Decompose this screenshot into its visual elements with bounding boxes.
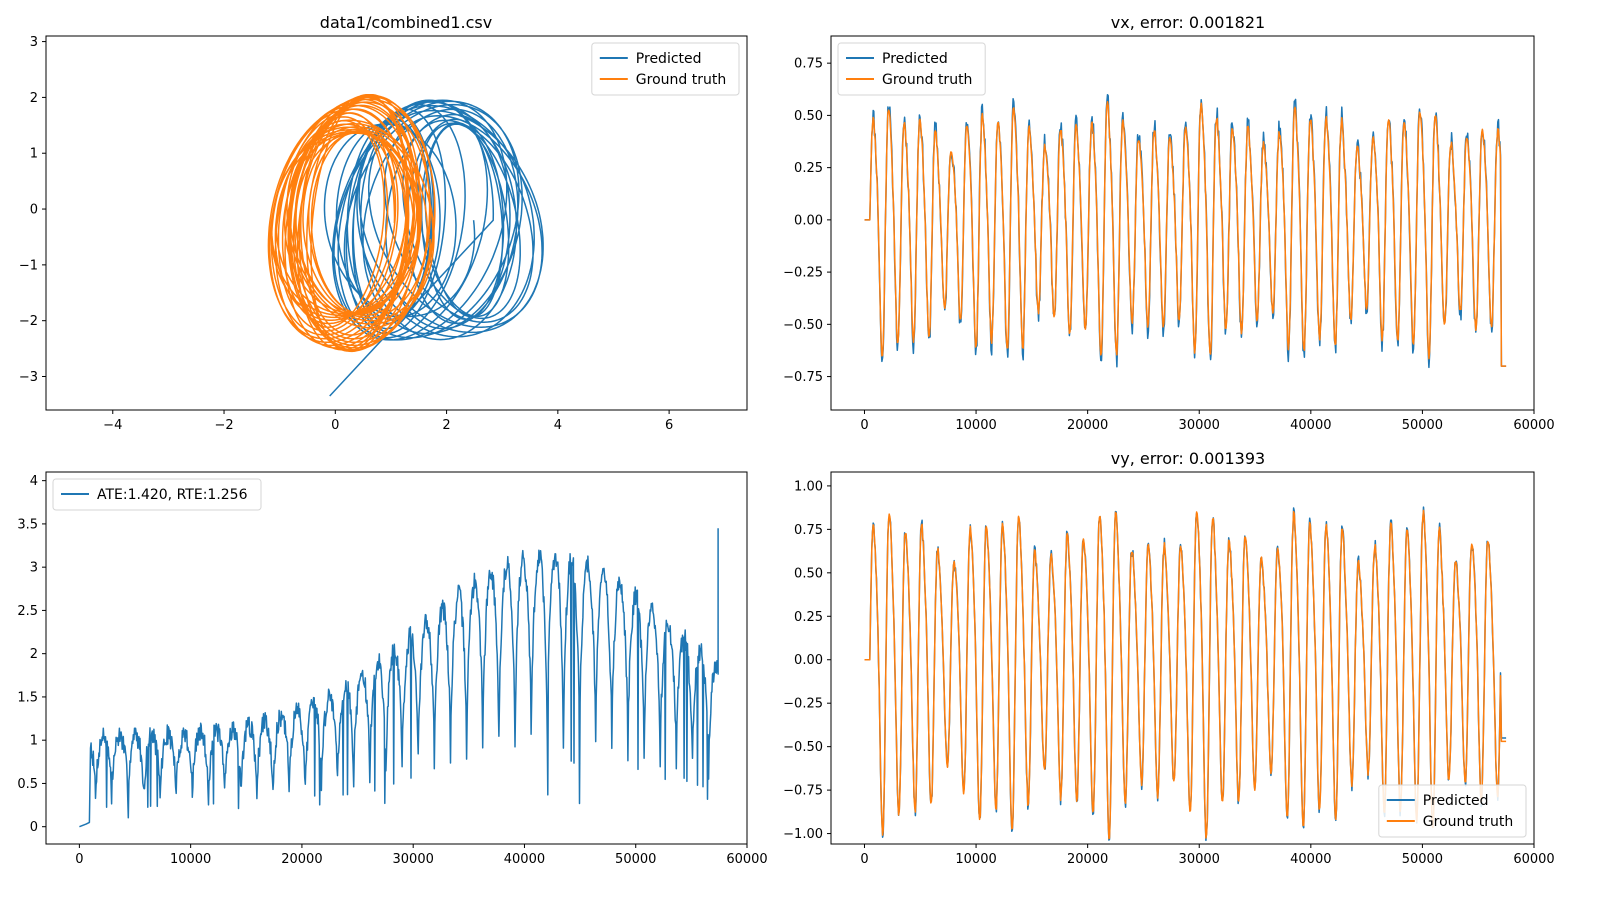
vx-xtick-label: 40000 (1290, 418, 1331, 433)
trajectory-xtick-label: 0 (331, 418, 339, 433)
trajectory-ytick-label: −3 (19, 370, 38, 385)
error-xtick-label: 10000 (170, 852, 211, 867)
vy-ytick-label: 0.25 (794, 610, 823, 625)
trajectory-xtick-label: −2 (214, 418, 233, 433)
error-ytick-label: 1.5 (17, 690, 38, 705)
trajectory-legend: Predicted Ground truth (591, 42, 740, 96)
error-ytick-label: 1 (30, 734, 38, 749)
vx-ytick-label: 0.25 (794, 161, 823, 176)
trajectory-ytick-label: −2 (19, 314, 38, 329)
vx-xtick-label: 10000 (955, 418, 996, 433)
vy-axes-frame (830, 471, 1535, 845)
vy-xtick-label: 10000 (955, 852, 996, 867)
trajectory-series-ground-truth (267, 93, 436, 353)
vx-ytick-label: 0.75 (794, 57, 823, 72)
trajectory-legend-box (591, 42, 740, 96)
vy-ytick-label: 0.50 (794, 566, 823, 581)
vy-legend-box (1378, 784, 1527, 838)
error-xtick-label: 0 (75, 852, 83, 867)
vy-xtick-label: 60000 (1513, 852, 1554, 867)
error-xtick-label: 30000 (393, 852, 434, 867)
error-xtick-label: 50000 (615, 852, 656, 867)
vx-title: vx, error: 0.001821 (1111, 13, 1265, 32)
vy-xtick-label: 50000 (1402, 852, 1443, 867)
vx-xtick-label: 20000 (1067, 418, 1108, 433)
error-ytick-label: 0.5 (17, 777, 38, 792)
error-plot-area (79, 528, 719, 828)
error-ytick-label: 0 (30, 820, 38, 835)
error-axes-frame (45, 471, 748, 845)
trajectory-ytick-label: 1 (30, 147, 38, 162)
vy-plot-area (864, 506, 1507, 842)
trajectory-axes-frame (45, 35, 748, 411)
vx-ytick-label: −0.50 (783, 318, 823, 333)
vy-ytick-label: −0.25 (783, 697, 823, 712)
error-ytick-label: 2 (30, 647, 38, 662)
vx-xtick-label: 60000 (1513, 418, 1554, 433)
vx-subplot: vx, error: 0.001821 0 10000 20000 30000 4000… (783, 13, 1555, 433)
error-legend: ATE:1.420, RTE:1.256 (52, 478, 262, 511)
vy-xtick-label: 0 (860, 852, 868, 867)
trajectory-legend-label: Predicted (636, 51, 702, 67)
trajectory-legend-label: Ground truth (636, 72, 726, 88)
vx-xtick-label: 0 (860, 418, 868, 433)
vx-xtick-label: 50000 (1402, 418, 1443, 433)
vx-ytick-label: −0.25 (783, 266, 823, 281)
trajectory-series-predicted (323, 99, 544, 397)
vx-ytick-label: −0.75 (783, 370, 823, 385)
error-ytick-label: 2.5 (17, 604, 38, 619)
error-ytick-label: 3 (30, 561, 38, 576)
vy-xtick-label: 20000 (1067, 852, 1108, 867)
vx-legend-label: Predicted (882, 51, 948, 67)
error-subplot: 0 10000 20000 30000 40000 50000 60000 0 0.5 1 1.5 2… (17, 471, 768, 867)
trajectory-ytick-label: 0 (30, 203, 38, 218)
vy-xtick-label: 40000 (1290, 852, 1331, 867)
trajectory-xtick-label: 4 (554, 418, 562, 433)
vy-ytick-label: −0.50 (783, 740, 823, 755)
error-ytick-label: 4 (30, 474, 38, 489)
error-xtick-label: 40000 (504, 852, 545, 867)
trajectory-ytick-label: 3 (30, 35, 38, 50)
vy-ytick-label: −1.00 (783, 827, 823, 842)
vx-plot-area (864, 93, 1507, 369)
trajectory-subplot: data1/combined1.csv −4 −2 0 2 4 6 −3 −2 −1 0 1 2 3 Pr… (19, 13, 748, 433)
vx-legend: Predicted Ground truth (837, 42, 986, 96)
error-xtick-label: 60000 (726, 852, 767, 867)
error-ytick-label: 3.5 (17, 517, 38, 532)
trajectory-ytick-label: 2 (30, 91, 38, 106)
vy-title: vy, error: 0.001393 (1111, 449, 1265, 468)
vy-legend-label: Predicted (1423, 793, 1489, 809)
trajectory-xtick-label: 2 (442, 418, 450, 433)
error-series-ate-1-420-rte-1-256 (79, 528, 719, 828)
vx-ytick-label: 0.00 (794, 213, 823, 228)
vx-series-ground-truth (864, 100, 1507, 367)
vy-ytick-label: −0.75 (783, 784, 823, 799)
error-xtick-label: 20000 (281, 852, 322, 867)
vx-legend-box (837, 42, 986, 96)
vx-ytick-label: 0.50 (794, 109, 823, 124)
vx-axes-frame (830, 35, 1535, 411)
vy-legend: Predicted Ground truth (1378, 784, 1527, 838)
vy-series-ground-truth (864, 509, 1507, 840)
vy-legend-label: Ground truth (1423, 814, 1513, 830)
error-legend-label: ATE:1.420, RTE:1.256 (97, 487, 248, 503)
trajectory-xtick-label: −4 (103, 418, 122, 433)
vx-legend-label: Ground truth (882, 72, 972, 88)
vy-xtick-label: 30000 (1179, 852, 1220, 867)
trajectory-ytick-label: −1 (19, 258, 38, 273)
trajectory-title: data1/combined1.csv (320, 13, 492, 32)
vy-ytick-label: 1.00 (794, 479, 823, 494)
vy-subplot: vy, error: 0.001393 0 10000 20000 30000 4000… (783, 449, 1555, 867)
trajectory-plot-area (267, 93, 544, 397)
error-legend-box (52, 478, 262, 511)
vx-xtick-label: 30000 (1179, 418, 1220, 433)
trajectory-xtick-label: 6 (665, 418, 673, 433)
vy-ytick-label: 0.75 (794, 523, 823, 538)
vy-ytick-label: 0.00 (794, 653, 823, 668)
